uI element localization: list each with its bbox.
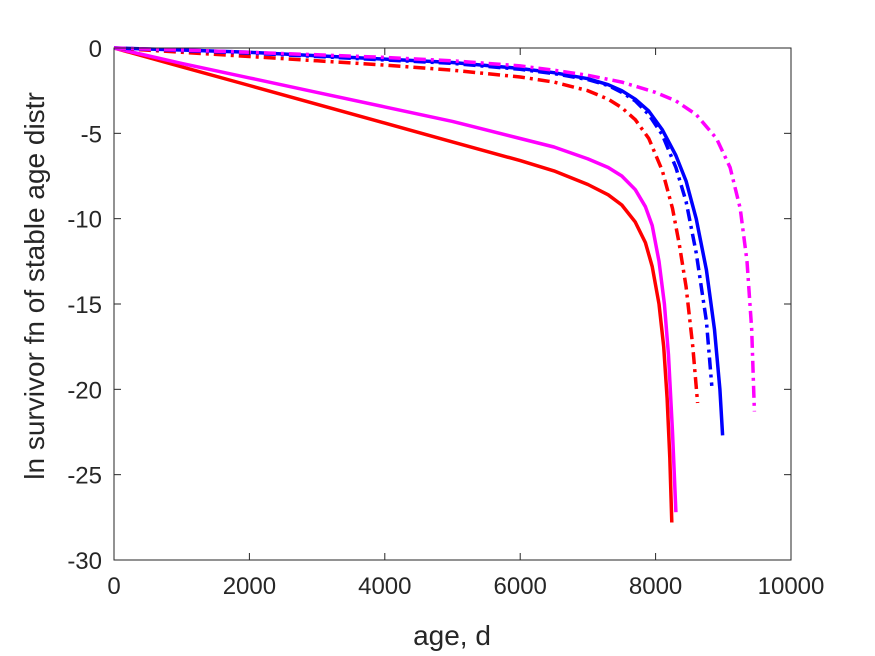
y-tick-label: -10 [67,207,102,234]
series-line-2 [113,46,678,513]
x-axis-label: age, d [413,620,491,651]
x-tick-label: 2000 [223,573,276,600]
data-lines [113,46,757,523]
x-tick-label: 8000 [629,573,682,600]
plot-area [114,48,791,560]
series-line-1 [113,46,674,523]
series-line-3 [113,46,700,404]
series-line-6 [113,46,757,412]
x-tick-label: 4000 [358,573,411,600]
y-tick-label: -5 [81,121,102,148]
y-tick-label: -25 [67,463,102,490]
y-tick-label: -15 [67,292,102,319]
x-tick-label: 10000 [758,573,825,600]
x-axis-ticks: 0 2000 4000 6000 8000 10000 [107,48,824,600]
y-axis-label: ln survivor fn of stable age distr [19,92,50,480]
x-tick-label: 6000 [494,573,547,600]
plot-box [113,47,792,561]
y-tick-label: -30 [67,548,102,575]
y-axis-ticks: 0 -5 -10 -15 -20 -25 -30 [67,36,791,575]
y-tick-label: 0 [89,36,102,63]
y-tick-label: -20 [67,377,102,404]
x-tick-label: 0 [107,573,120,600]
